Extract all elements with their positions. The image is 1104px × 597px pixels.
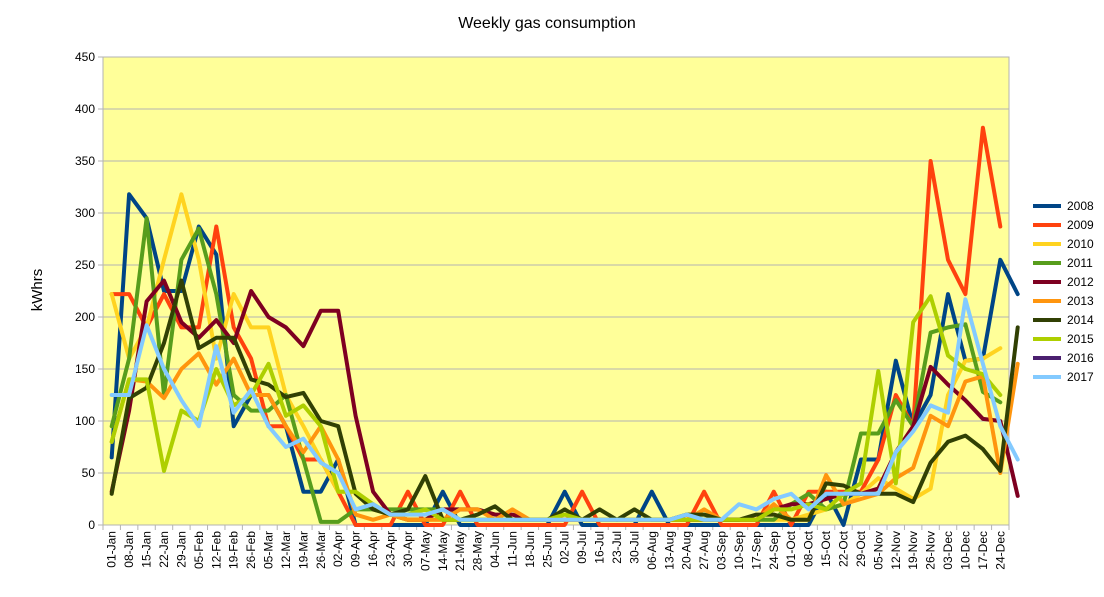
x-tick-label: 20-Aug	[680, 531, 694, 570]
x-tick-label: 21-May	[453, 531, 467, 571]
legend-label-2011: 2011	[1067, 256, 1093, 270]
x-tick-label: 19-Nov	[906, 531, 920, 570]
x-tick-label: 02-Apr	[331, 531, 345, 567]
x-tick-label: 17-Sep	[749, 531, 763, 570]
legend-label-2008: 2008	[1067, 199, 1094, 213]
x-tick-label: 26-Feb	[244, 531, 258, 569]
x-tick-label: 25-Jun	[540, 531, 554, 568]
plot-area	[102, 56, 1010, 526]
y-axis: 0 50 100 150 200 250 300 350 400 450	[75, 50, 103, 532]
legend-label-2017: 2017	[1067, 370, 1094, 384]
legend: 2008 2009 2010 2011 2012 2013 2014 2015 2016 2017	[1033, 199, 1094, 384]
x-tick-label: 16-Jul	[593, 531, 607, 564]
y-tick-label: 450	[75, 50, 95, 64]
x-tick-label: 23-Apr	[383, 531, 397, 567]
x-tick-label: 24-Sep	[767, 531, 781, 570]
x-tick-label: 10-Sep	[732, 531, 746, 570]
x-tick-label: 03-Dec	[941, 531, 955, 570]
x-tick-label: 06-Aug	[645, 531, 659, 570]
x-tick-label: 30-Jul	[627, 531, 641, 564]
x-tick-label: 19-Mar	[296, 531, 310, 569]
x-tick-label: 18-Jun	[523, 531, 537, 568]
x-tick-label: 29-Jan	[174, 531, 188, 568]
x-tick-label: 16-Apr	[366, 531, 380, 567]
x-tick-label: 05-Feb	[192, 531, 206, 569]
x-tick-label: 19-Feb	[227, 531, 241, 569]
x-tick-label: 05-Nov	[871, 531, 885, 570]
x-tick-label: 15-Oct	[819, 530, 833, 567]
y-tick-label: 300	[75, 206, 95, 220]
x-tick-label: 27-Aug	[697, 531, 711, 570]
y-tick-label: 150	[75, 362, 95, 376]
x-tick-label: 03-Sep	[715, 531, 729, 570]
y-tick-label: 350	[75, 154, 95, 168]
x-tick-label: 12-Feb	[209, 531, 223, 569]
chart-title: Weekly gas consumption	[458, 15, 636, 32]
legend-label-2012: 2012	[1067, 275, 1094, 289]
y-tick-label: 200	[75, 310, 95, 324]
legend-label-2013: 2013	[1067, 294, 1094, 308]
x-tick-label: 11-Jun	[505, 531, 519, 567]
x-tick-label: 10-Dec	[958, 531, 972, 570]
x-tick-label: 23-Jul	[610, 531, 624, 564]
y-axis-label: kWhrs	[29, 269, 46, 312]
y-tick-label: 50	[82, 466, 96, 480]
x-tick-label: 26-Nov	[924, 531, 938, 570]
x-tick-label: 08-Jan	[122, 531, 136, 568]
y-tick-label: 400	[75, 102, 95, 116]
series-line-2015	[109, 294, 1003, 522]
legend-label-2014: 2014	[1067, 313, 1094, 327]
x-tick-label: 22-Jan	[157, 531, 171, 568]
x-tick-label: 09-Apr	[349, 531, 363, 567]
x-tick-label: 04-Jun	[488, 531, 502, 568]
x-tick-label: 30-Apr	[401, 531, 415, 567]
x-tick-label: 08-Oct	[802, 530, 816, 567]
legend-label-2009: 2009	[1067, 218, 1094, 232]
x-tick-label: 14-May	[436, 531, 450, 571]
x-tick-label: 13-Aug	[662, 531, 676, 570]
x-tick-label: 15-Jan	[140, 531, 154, 568]
x-tick-label: 12-Nov	[889, 531, 903, 570]
y-tick-label: 0	[88, 518, 95, 532]
series-lines	[109, 125, 1020, 527]
x-tick-label: 05-Mar	[262, 531, 276, 569]
x-tick-label: 26-Mar	[314, 531, 328, 569]
x-tick-label: 29-Oct	[854, 530, 868, 567]
x-axis: 01-Jan 08-Jan 15-Jan 22-Jan 29-Jan 05-Feb 12-F…	[102, 525, 1010, 571]
x-tick-label: 17-Dec	[976, 531, 990, 570]
x-tick-label: 28-May	[471, 531, 485, 571]
y-tick-label: 250	[75, 258, 95, 272]
x-tick-label: 01-Oct	[784, 530, 798, 567]
legend-label-2010: 2010	[1067, 237, 1094, 251]
series-line-2017	[109, 297, 1020, 522]
x-tick-label: 02-Jul	[558, 531, 572, 564]
legend-label-2016: 2016	[1067, 351, 1094, 365]
y-tick-label: 100	[75, 414, 95, 428]
x-tick-label: 01-Jan	[105, 531, 119, 568]
legend-label-2015: 2015	[1067, 332, 1094, 346]
x-tick-label: 22-Oct	[836, 530, 850, 567]
x-tick-label: 07-May	[418, 531, 432, 571]
x-tick-label: 09-Jul	[575, 531, 589, 564]
x-tick-label: 12-Mar	[279, 531, 293, 569]
x-tick-label: 24-Dec	[993, 531, 1007, 570]
